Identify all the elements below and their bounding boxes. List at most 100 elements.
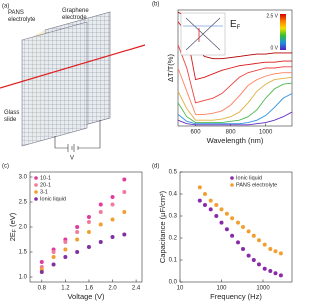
data-point	[251, 258, 256, 262]
y-tick-label: 0.3	[169, 214, 178, 220]
data-point	[219, 220, 224, 225]
data-point	[98, 210, 103, 214]
panel-label: (a)	[2, 4, 9, 10]
data-point	[86, 215, 91, 219]
y-axis-label: Capacitance (μF/cm²)	[158, 190, 167, 263]
spectrum-line	[177, 111, 293, 126]
x-tick-label: 2.4	[132, 286, 141, 292]
data-point	[251, 233, 256, 238]
spectrum-line	[177, 44, 292, 104]
data-point	[278, 273, 283, 278]
data-point	[246, 253, 251, 258]
legend-marker	[230, 183, 234, 187]
data-point	[39, 270, 44, 274]
data-point	[110, 235, 115, 239]
data-point	[241, 225, 246, 229]
x-tick-label: 1000	[256, 286, 270, 292]
x-tick-label: 600	[191, 130, 202, 136]
x-axis-label: Voltage (V)	[67, 292, 105, 301]
data-point	[122, 190, 127, 194]
colorbar-label: 0 V	[270, 45, 278, 51]
data-point	[224, 211, 229, 216]
circuit	[54, 120, 101, 149]
y-label-part: (eV)	[8, 212, 17, 229]
data-point	[262, 242, 267, 247]
data-point	[86, 220, 91, 224]
data-point	[86, 230, 91, 234]
x-tick-label: 800	[226, 130, 237, 136]
dirac-cone	[185, 17, 221, 51]
data-point	[197, 185, 202, 190]
x-axis-label: Frequency (Hz)	[210, 292, 262, 301]
legend-label: 3-1	[40, 189, 48, 195]
y-axis-label: 2EF (eV)	[8, 212, 18, 241]
data-point	[110, 195, 115, 199]
plot-frame	[179, 171, 293, 283]
data-point	[256, 238, 261, 243]
data-point	[219, 207, 224, 212]
data-point	[98, 222, 103, 227]
battery	[67, 144, 79, 152]
data-point	[75, 230, 80, 234]
data-point	[230, 233, 235, 238]
y-tick-label: 0.2	[169, 236, 178, 242]
data-point	[241, 247, 246, 251]
colorbar	[280, 14, 286, 50]
front-slide	[21, 21, 88, 147]
legend-label: 10-1	[40, 175, 51, 181]
data-point	[230, 216, 235, 221]
legend-marker	[230, 176, 234, 180]
x-tick-label: 1000	[259, 130, 273, 136]
data-point	[236, 220, 241, 225]
panel-label: (b)	[152, 2, 159, 8]
data-point	[51, 262, 56, 267]
fermi-label: EF	[230, 19, 241, 31]
data-point	[236, 240, 241, 245]
y-tick-label: 0.1	[169, 258, 178, 264]
data-point	[268, 247, 273, 251]
colorbar-label: 2.5 V	[266, 13, 278, 19]
y-axis-label: ΔT/T(%)	[166, 54, 175, 82]
y-tick-label: 1.0	[19, 275, 28, 281]
electrolyte-label: PANS electrolyte	[8, 10, 36, 23]
data-point	[63, 255, 68, 259]
data-point	[246, 229, 251, 234]
y-label-part: F	[12, 229, 18, 232]
y-label-part: 2E	[8, 232, 17, 241]
x-tick-label: 10	[177, 286, 184, 292]
data-point	[273, 271, 278, 276]
y-label-part: Capacitance (μF/cm²)	[158, 190, 167, 263]
data-point	[98, 240, 103, 244]
x-axis-label: Wavelength (nm)	[207, 136, 264, 145]
fermi-subscript: F	[237, 25, 241, 31]
data-point	[63, 247, 68, 252]
legend-marker	[34, 183, 38, 187]
data-point	[39, 260, 44, 264]
data-point	[273, 249, 278, 254]
y-tick-label: 1.5	[19, 250, 28, 256]
electrode-label: Graphene electrode	[62, 8, 89, 21]
data-point	[278, 251, 283, 256]
panel-label: (d)	[152, 164, 159, 170]
data-point	[197, 198, 202, 203]
y-tick-label: 3.0	[19, 175, 28, 181]
panel: (c) 0.8 1.2 1.6 2.0 2.4 1.0 1.5 2.0 2.5 3.0 Voltage…	[2, 164, 143, 301]
voltage-label: V	[70, 156, 74, 162]
spectrum-line	[177, 21, 292, 81]
legend-label: Ionic liquid	[236, 175, 262, 181]
legend-label: PANS electrolyte	[236, 182, 277, 188]
legend-label: 20-1	[40, 182, 51, 188]
data-point	[224, 227, 229, 232]
x-tick-label: 1.6	[85, 286, 94, 292]
spectrum-line	[177, 76, 293, 121]
data-point	[202, 203, 207, 207]
data-point	[75, 237, 80, 242]
data-point	[98, 202, 103, 207]
y-tick-label: 0.5	[169, 170, 178, 176]
data-point	[75, 250, 80, 254]
spectrum-line	[177, 67, 292, 115]
x-tick-label: 2.0	[108, 286, 117, 292]
data-point	[122, 232, 127, 237]
data-point	[122, 210, 127, 214]
fermi-symbol: E	[230, 19, 237, 30]
